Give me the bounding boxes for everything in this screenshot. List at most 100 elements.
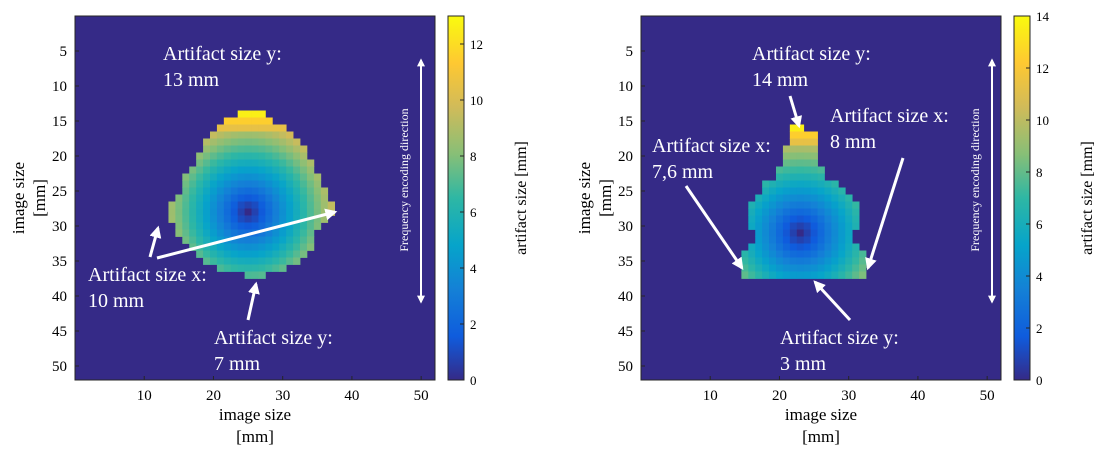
heatmap-cell [244, 152, 252, 160]
heatmap-cell [817, 271, 825, 279]
heatmap-cell [845, 257, 853, 265]
heatmap-cell [216, 250, 225, 258]
heatmap-cell [817, 222, 825, 230]
heatmap-cell [230, 236, 239, 244]
heatmap-cell [838, 222, 846, 230]
heatmap-cell [216, 152, 225, 160]
heatmap-cell [258, 257, 266, 265]
x-axis-ticks-left: 10 20 30 40 50 [137, 376, 429, 404]
heatmap-cell [279, 173, 287, 181]
heatmap-cell [789, 215, 798, 223]
annotation-line: Artifact size x: [652, 135, 771, 157]
heatmap-cell [859, 264, 867, 272]
heatmap-cell [189, 222, 197, 230]
heatmap-cell [216, 229, 225, 237]
heatmap-cell [230, 229, 239, 237]
heatmap-cell [286, 131, 294, 139]
heatmap-cell [817, 194, 825, 202]
heatmap-cell [817, 250, 825, 258]
heatmap-cell [831, 271, 839, 279]
heatmap-cell [286, 243, 294, 251]
heatmap-cell [803, 194, 812, 202]
heatmap-cell [230, 187, 239, 195]
heatmap-cell [838, 264, 846, 272]
heatmap-cell [810, 180, 818, 188]
heatmap-cell [230, 152, 239, 160]
heatmap-cell [216, 173, 225, 181]
heatmap-cell [831, 243, 839, 251]
heatmap-cell [796, 180, 805, 188]
heatmap-cell [845, 222, 853, 230]
heatmap-cell [279, 166, 287, 174]
heatmap-cell [279, 180, 287, 188]
heatmap-cell [265, 222, 273, 230]
heatmap-cell [776, 257, 784, 265]
heatmap-cell [852, 257, 860, 265]
heatmap-cell [748, 222, 756, 230]
heatmap-cell [838, 236, 846, 244]
heatmap-cell [810, 215, 818, 223]
heatmap-cell [286, 250, 294, 258]
x-tick-label: 10 [137, 388, 152, 404]
heatmap-cell [216, 180, 225, 188]
heatmap-cell [230, 117, 239, 125]
heatmap-cell [810, 194, 818, 202]
heatmap-cell [810, 264, 818, 272]
heatmap-cell [769, 187, 777, 195]
heatmap-cell [251, 236, 259, 244]
heatmap-cell [258, 187, 266, 195]
heatmap-cell [210, 180, 218, 188]
heatmap-cell [272, 201, 280, 209]
heatmap-cell [237, 159, 246, 167]
y-tick-label: 45 [618, 324, 633, 340]
heatmap-cell [810, 187, 818, 195]
heatmap-cell [748, 201, 756, 209]
heatmap-cell [762, 215, 770, 223]
heatmap-cell [755, 215, 763, 223]
heatmap-cell [203, 138, 211, 146]
heatmap-cell [755, 236, 763, 244]
heatmap-cell [203, 187, 211, 195]
heatmap-cell [776, 194, 784, 202]
colorbar-tick-label: 10 [470, 93, 483, 108]
heatmap-cell [251, 159, 259, 167]
heatmap-cell [845, 271, 853, 279]
heatmap-cell [803, 152, 812, 160]
heatmap-cell [189, 194, 197, 202]
heatmap-cell [306, 229, 315, 237]
heatmap-cell [789, 173, 798, 181]
heatmap-cell [265, 236, 273, 244]
annotation-line: 3 mm [780, 353, 827, 375]
heatmap-cell [210, 236, 218, 244]
heatmap-cell [223, 152, 232, 160]
heatmap-cell [782, 250, 791, 258]
heatmap-cell [258, 166, 266, 174]
heatmap-cell [293, 159, 301, 167]
colorbar-right [1013, 15, 1031, 381]
x-axis-label-left: image size [219, 405, 291, 424]
heatmap-cell [293, 236, 301, 244]
heatmap-cell [769, 243, 777, 251]
heatmap-cell [237, 201, 246, 209]
heatmap-cell [313, 201, 322, 209]
heatmap-cell [824, 215, 832, 223]
heatmap-cell [279, 236, 287, 244]
heatmap-cell [237, 131, 246, 139]
heatmap-cell [817, 187, 825, 195]
heatmap-cell [196, 166, 204, 174]
heatmap-cell [251, 222, 259, 230]
annotation-line: Artifact size y: [752, 43, 871, 65]
heatmap-cell [300, 229, 308, 237]
heatmap-cell [803, 215, 812, 223]
heatmap-cell [762, 264, 770, 272]
colorbar-left [447, 15, 465, 381]
heatmap-cell [286, 208, 294, 216]
heatmap-cell [272, 257, 280, 265]
heatmap-cell [210, 166, 218, 174]
heatmap-cell [210, 194, 218, 202]
arrow-width-left [156, 208, 338, 260]
colorbar-tick-label: 0 [470, 373, 477, 388]
heatmap-cell [230, 138, 239, 146]
y-tick-label: 40 [52, 289, 67, 305]
